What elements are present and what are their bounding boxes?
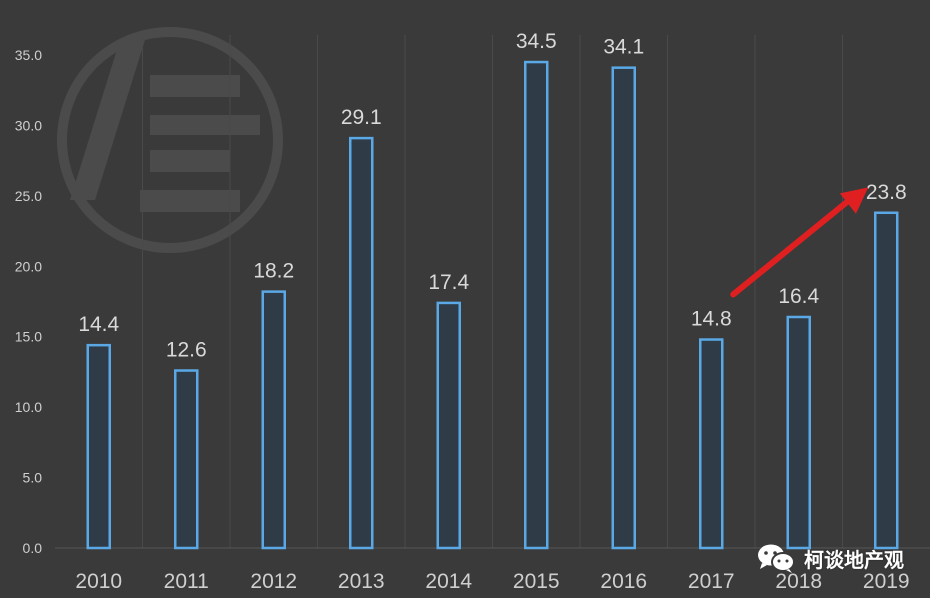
data-label-2016: 34.1 xyxy=(603,36,644,59)
bar-2018 xyxy=(786,315,811,550)
x-tick-label-2011: 2011 xyxy=(164,570,209,593)
x-tick-label-2010: 2010 xyxy=(75,570,122,593)
x-tick-label-2012: 2012 xyxy=(250,570,297,593)
data-label-2014: 17.4 xyxy=(428,271,469,294)
x-tick-label-2015: 2015 xyxy=(513,570,560,593)
y-tick-label: 25.0 xyxy=(15,188,42,204)
data-labels: 14.4 12.6 18.2 29.1 17.4 34.5 34.1 14.8 16.4 23.8 xyxy=(78,30,906,361)
vertical-gridlines xyxy=(55,35,930,549)
data-label-2017: 14.8 xyxy=(691,308,732,331)
x-tick-label-2017: 2017 xyxy=(688,570,735,593)
x-tick-label-2013: 2013 xyxy=(338,570,385,593)
trend-arrow xyxy=(730,187,869,298)
bar-2016 xyxy=(611,66,636,550)
x-tick-label-2016: 2016 xyxy=(600,570,647,593)
bar-2013 xyxy=(349,136,374,550)
bar-2012 xyxy=(261,290,286,550)
bar-2017 xyxy=(699,338,724,550)
y-tick-label: 15.0 xyxy=(15,329,42,345)
data-label-2010: 14.4 xyxy=(78,313,119,336)
data-label-2012: 18.2 xyxy=(253,260,294,283)
wechat-account-label: 柯谈地产观 xyxy=(756,542,904,574)
y-tick-label: 35.0 xyxy=(15,47,42,63)
data-label-2011: 12.6 xyxy=(166,339,207,362)
account-name: 柯谈地产观 xyxy=(804,547,904,572)
bar-2015 xyxy=(524,60,549,550)
x-axis-ticks: 2010 2011 2012 2013 2014 2015 2016 2017 2018 2019 xyxy=(75,570,909,593)
bar-2014 xyxy=(436,301,461,550)
x-tick-label-2019: 2019 xyxy=(863,570,910,593)
y-axis-ticks: 0.0 5.0 10.0 15.0 20.0 25.0 30.0 35.0 xyxy=(15,47,42,556)
y-tick-label: 20.0 xyxy=(15,258,42,274)
y-tick-label: 0.0 xyxy=(23,540,43,556)
bars xyxy=(86,60,899,550)
data-label-2015: 34.5 xyxy=(516,30,557,53)
data-label-2018: 16.4 xyxy=(778,285,819,308)
wechat-icon xyxy=(758,544,795,573)
arrow-head xyxy=(839,187,869,214)
logo-watermark xyxy=(57,27,283,253)
bar-2011 xyxy=(174,369,199,550)
arrow-shaft xyxy=(730,191,860,298)
y-tick-label: 30.0 xyxy=(15,117,42,133)
x-tick-label-2018: 2018 xyxy=(775,570,822,593)
bar-2010 xyxy=(86,343,111,550)
y-tick-label: 10.0 xyxy=(15,399,42,415)
y-tick-label: 5.0 xyxy=(23,470,43,486)
data-label-2013: 29.1 xyxy=(341,106,382,129)
bar-2019 xyxy=(874,211,899,550)
data-label-2019: 23.8 xyxy=(866,181,907,204)
x-tick-label-2014: 2014 xyxy=(425,570,472,593)
